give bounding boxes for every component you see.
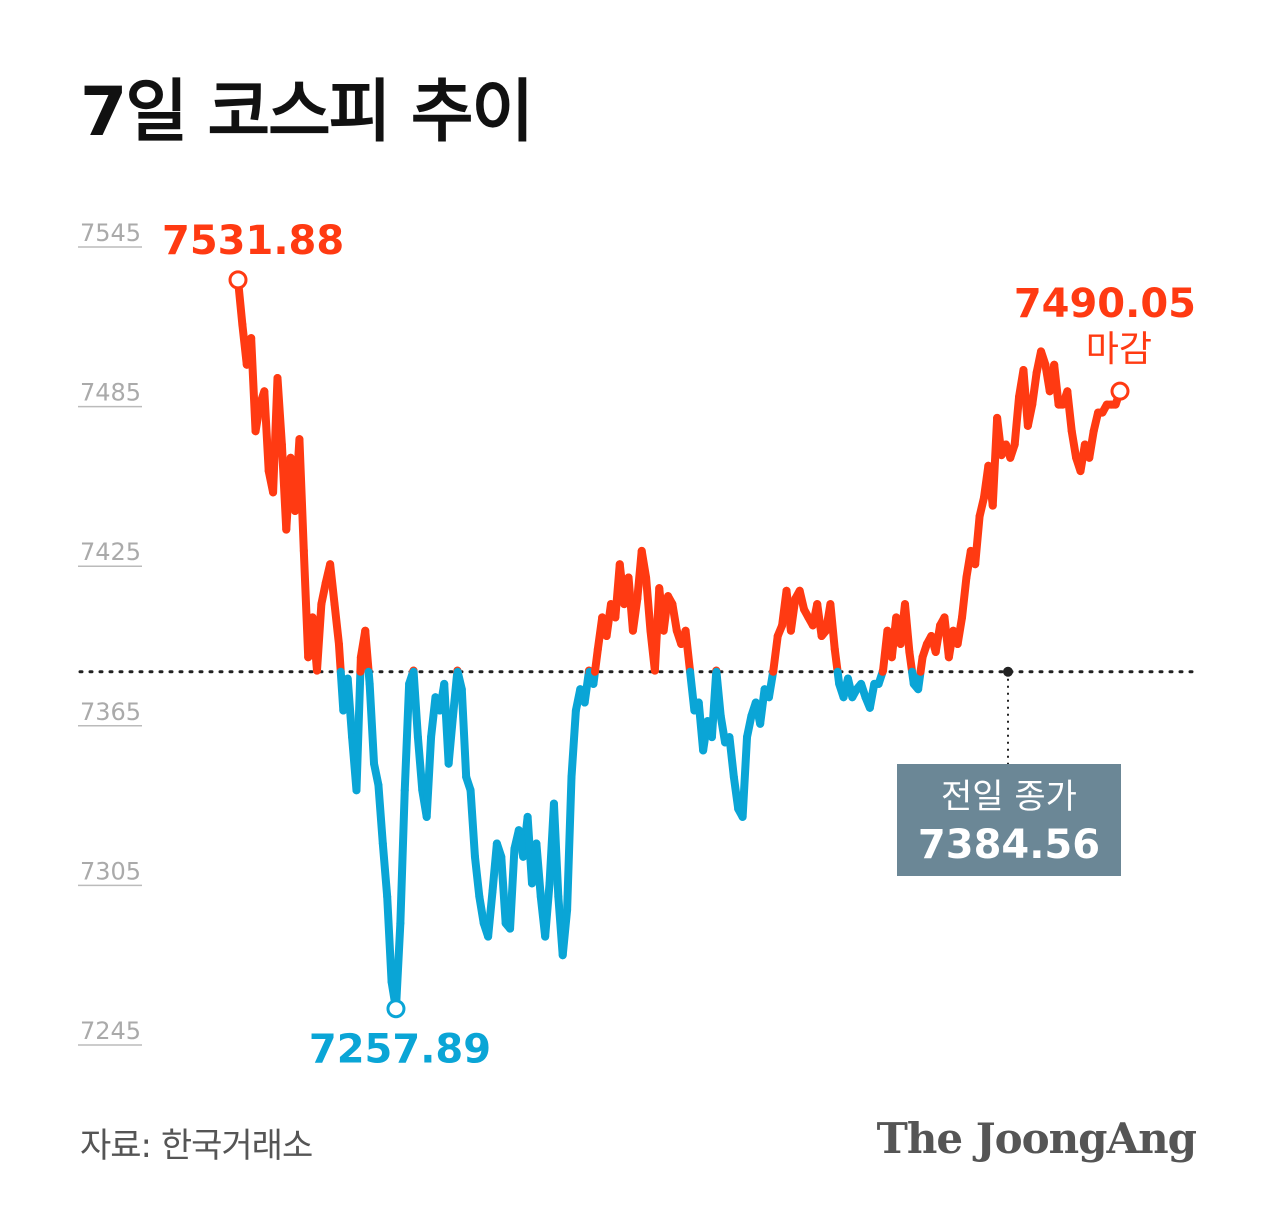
series-kospi bbox=[234, 275, 1124, 1013]
series-segment-up bbox=[251, 400, 264, 436]
series-segment-down bbox=[712, 667, 725, 720]
y-tick-label: 7245 bbox=[80, 1017, 141, 1045]
series-segment-down bbox=[497, 852, 510, 928]
y-tick-label: 7545 bbox=[80, 219, 141, 247]
source-note: 자료: 한국거래소 bbox=[80, 1126, 313, 1166]
series-segment-up bbox=[1063, 387, 1076, 436]
series-segment-up bbox=[769, 632, 782, 675]
data-label-close: 7490.05 bbox=[1014, 281, 1196, 327]
reference-box bbox=[897, 764, 1121, 876]
series-segment-up bbox=[958, 573, 971, 622]
series-segment-down bbox=[378, 839, 392, 901]
series-segment-down bbox=[532, 839, 545, 901]
series-segment-up bbox=[1085, 427, 1098, 462]
series-segment-down bbox=[738, 733, 752, 821]
series-segment-down bbox=[409, 667, 422, 742]
point-marker-low bbox=[386, 999, 406, 1019]
series-segment-down bbox=[413, 733, 427, 795]
series-segment-down bbox=[365, 679, 379, 768]
series-segment-down bbox=[400, 679, 414, 795]
series-segment-down bbox=[391, 919, 405, 1013]
series-segment-up bbox=[330, 600, 343, 648]
chart-title: 7일 코스피 추이 bbox=[80, 73, 534, 152]
series-segment-up bbox=[295, 435, 308, 555]
series-segment-up bbox=[637, 546, 651, 582]
series-segment-up bbox=[628, 594, 642, 635]
data-sublabel-close: 마감 bbox=[1086, 329, 1152, 370]
series-segment-down bbox=[343, 674, 357, 742]
series-segment-up bbox=[668, 600, 681, 635]
series-segment-down bbox=[383, 892, 396, 986]
y-axis: 7245 7305 7365 7425 7485 7545 bbox=[78, 219, 142, 1046]
series-segment-down bbox=[567, 706, 580, 781]
series-segment-up bbox=[260, 387, 273, 476]
series-segment-up bbox=[273, 374, 286, 449]
series-segment-up bbox=[931, 621, 945, 656]
series-segment-up bbox=[642, 573, 655, 635]
series-segment-down bbox=[422, 733, 436, 821]
series-segment-down bbox=[865, 679, 879, 712]
y-tick-label: 7305 bbox=[80, 857, 141, 885]
series-segment-up bbox=[1050, 360, 1063, 409]
series-segment-down bbox=[444, 711, 458, 768]
data-label-low: 7257.89 bbox=[309, 1027, 491, 1073]
series-segment-down bbox=[563, 773, 576, 914]
series-segment-up bbox=[900, 600, 914, 656]
series-segment-down bbox=[374, 780, 387, 848]
reference-line-group: 전일 종가 7384.56 bbox=[78, 666, 1198, 876]
y-tick-label: 7425 bbox=[80, 538, 141, 566]
series-segment-down bbox=[764, 667, 778, 702]
series-segment-down bbox=[396, 786, 409, 928]
series-segment-up bbox=[953, 613, 967, 648]
series-segment-up bbox=[334, 640, 345, 676]
series-segment-down bbox=[725, 733, 738, 781]
data-label-high: 7531.88 bbox=[162, 218, 344, 264]
series-segment-down bbox=[352, 667, 365, 795]
series-segment-down bbox=[466, 786, 479, 861]
series-segment-up bbox=[1010, 392, 1024, 449]
series-segment-down bbox=[475, 892, 488, 928]
brand-logo: The JoongAng bbox=[876, 1114, 1197, 1163]
series-segment-down bbox=[506, 844, 519, 933]
series-segment-up bbox=[1067, 427, 1081, 462]
reference-value: 7384.56 bbox=[918, 822, 1100, 868]
series-segment-down bbox=[729, 773, 743, 813]
series-segment-down bbox=[470, 852, 484, 901]
series-segment-up bbox=[826, 600, 839, 654]
point-marker-high bbox=[228, 270, 248, 290]
series-segment-up bbox=[681, 626, 694, 675]
series-segment-up bbox=[361, 626, 373, 676]
series-segment-down bbox=[457, 685, 471, 781]
series-segment-up bbox=[326, 560, 339, 609]
series-segment-up bbox=[312, 600, 326, 675]
y-tick-label: 7365 bbox=[80, 698, 141, 726]
series-segment-up bbox=[786, 594, 800, 635]
series-segment-up bbox=[971, 512, 984, 569]
series-segment-down bbox=[558, 906, 572, 960]
point-marker-close bbox=[1110, 381, 1130, 401]
y-tick-label: 7485 bbox=[80, 379, 141, 407]
reference-label: 전일 종가 bbox=[941, 777, 1077, 817]
series-segment-down bbox=[484, 887, 497, 941]
series-segment-down bbox=[541, 879, 554, 941]
series-segment-up bbox=[1028, 368, 1041, 409]
series-segment-down bbox=[549, 799, 563, 901]
